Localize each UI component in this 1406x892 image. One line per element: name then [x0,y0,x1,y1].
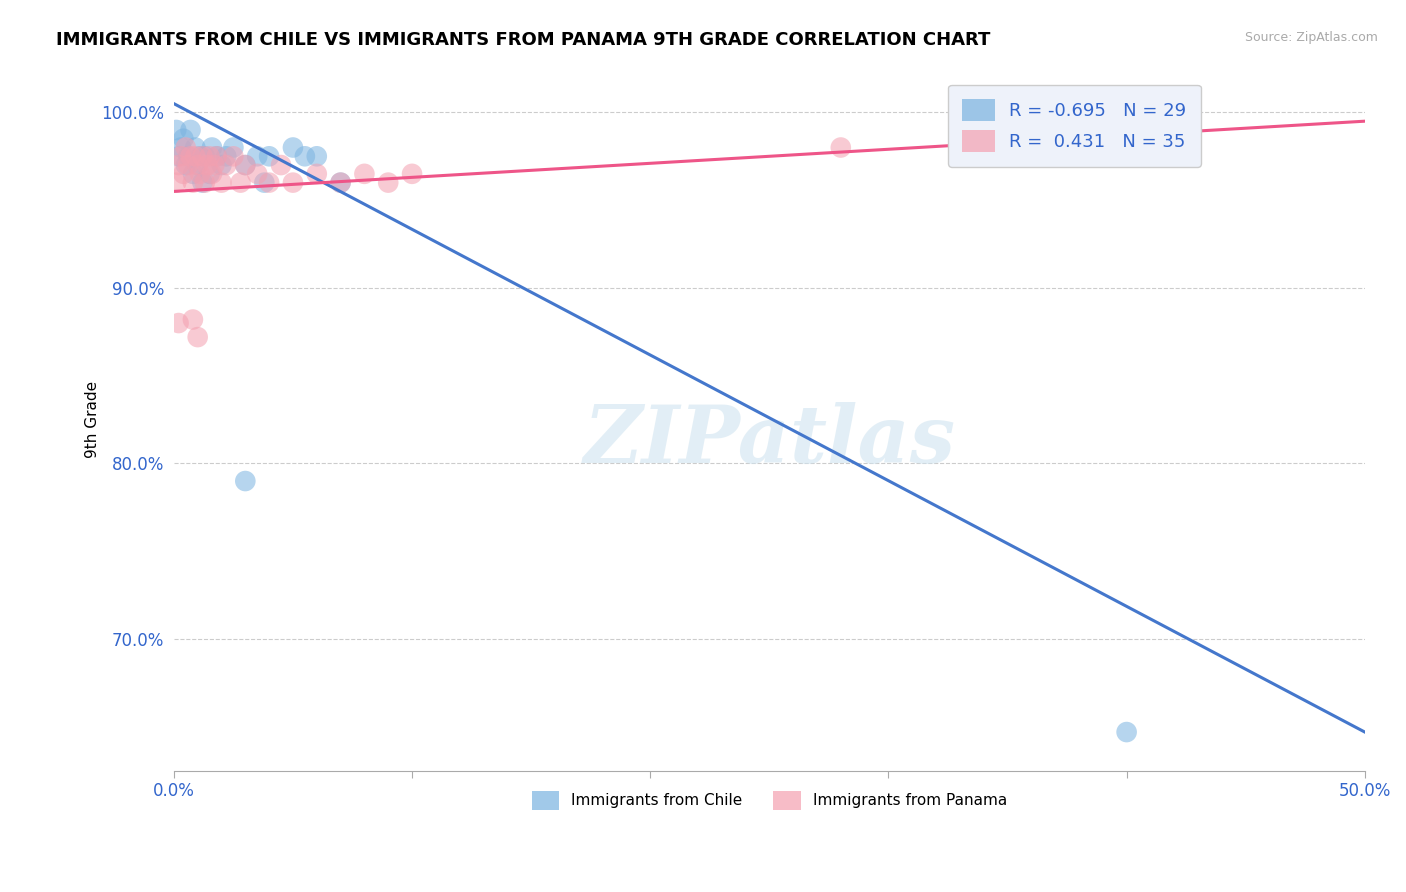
Point [167,158,190,172]
Point [181,176,204,190]
Point [191,176,214,190]
Point [170,149,193,163]
Point [246,149,269,163]
Point [329,176,352,190]
Point [187,158,209,172]
Point [174,140,197,154]
Point [198,167,221,181]
Y-axis label: 9th Grade: 9th Grade [86,381,100,458]
Point [215,149,238,163]
Point [377,176,399,190]
Legend: Immigrants from Chile, Immigrants from Panama: Immigrants from Chile, Immigrants from P… [526,785,1014,815]
Point [180,123,202,137]
Point [188,149,211,163]
Point [205,149,228,163]
Point [181,167,204,181]
Point [187,330,209,344]
Point [180,149,202,163]
Point [202,158,225,172]
Point [172,132,194,146]
Point [233,474,256,488]
Point [215,158,238,172]
Point [201,140,224,154]
Point [257,176,280,190]
Point [167,149,190,163]
Point [222,149,245,163]
Point [329,176,352,190]
Point [167,316,190,330]
Point [222,140,245,154]
Point [172,167,194,181]
Point [170,140,193,154]
Point [177,158,200,172]
Point [165,176,187,190]
Point [830,140,852,154]
Point [233,158,256,172]
Point [281,140,304,154]
Point [195,158,218,172]
Point [229,176,252,190]
Point [194,176,217,190]
Point [165,123,187,137]
Point [270,158,292,172]
Point [401,167,423,181]
Point [194,149,217,163]
Point [205,149,228,163]
Point [294,149,316,163]
Point [305,167,328,181]
Point [201,167,224,181]
Point [1115,725,1137,739]
Point [353,167,375,181]
Point [177,149,200,163]
Text: IMMIGRANTS FROM CHILE VS IMMIGRANTS FROM PANAMA 9TH GRADE CORRELATION CHART: IMMIGRANTS FROM CHILE VS IMMIGRANTS FROM… [56,31,991,49]
Point [1163,132,1185,146]
Point [184,149,207,163]
Point [246,167,269,181]
Point [211,158,233,172]
Point [233,158,256,172]
Point [174,158,197,172]
Point [187,158,209,172]
Point [181,312,204,326]
Point [188,167,211,181]
Point [211,176,233,190]
Text: ZIPatlas: ZIPatlas [583,402,956,479]
Text: Source: ZipAtlas.com: Source: ZipAtlas.com [1244,31,1378,45]
Point [257,149,280,163]
Point [281,176,304,190]
Point [305,149,328,163]
Point [184,140,207,154]
Point [191,149,214,163]
Point [253,176,276,190]
Point [198,149,221,163]
